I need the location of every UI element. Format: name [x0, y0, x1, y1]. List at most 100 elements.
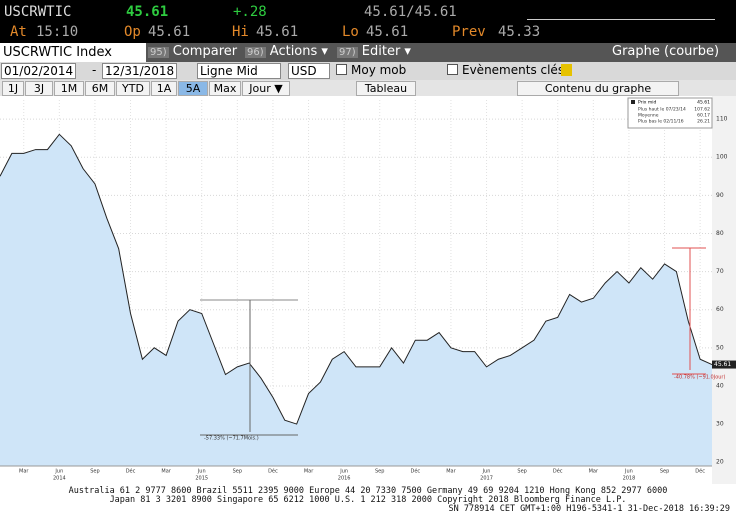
- y-tick-label: 50: [716, 344, 724, 351]
- y-tick-label: 40: [716, 382, 724, 389]
- checkbox[interactable]: [447, 64, 458, 75]
- year-label: 2015: [195, 476, 208, 482]
- value: 15:10: [36, 24, 79, 40]
- legend-label: Prix mid: [638, 100, 656, 106]
- footer-line: Japan 81 3 3201 8900 Singapore 65 6212 1…: [109, 495, 627, 505]
- footer-line: SN 778914 CET GMT+1:00 H196-5341-1 31-De…: [448, 504, 730, 514]
- label: At: [10, 24, 27, 40]
- label: Actions ▾: [269, 44, 328, 59]
- y-tick-label: 30: [716, 421, 724, 428]
- plot: [0, 100, 713, 466]
- year-label: 2016: [338, 476, 351, 482]
- range-button[interactable]: YTD: [116, 81, 150, 96]
- security[interactable]: USCRWTIC Index: [0, 43, 146, 62]
- x-tick-label: Sep: [660, 469, 669, 475]
- legend-value: 60.17: [697, 113, 710, 119]
- events: Evènements clés: [462, 63, 565, 77]
- range-button[interactable]: 1A: [151, 81, 177, 96]
- y-tick-label: 60: [716, 306, 724, 313]
- quote-bar: USCRWTIC 45.61 +.28 45.61/45.61 At 15:10…: [0, 0, 736, 43]
- ticker: USCRWTIC: [4, 4, 72, 20]
- x-tick-label: Jun: [624, 469, 633, 475]
- y-tick-label: 100: [716, 154, 728, 161]
- x-tick-label: Jun: [339, 469, 348, 475]
- year-label: 2014: [53, 476, 66, 482]
- table[interactable]: Tableau: [356, 81, 416, 96]
- footer-line: Australia 61 2 9777 8600 Brazil 5511 239…: [68, 486, 668, 496]
- y-tick-label: 80: [716, 230, 724, 237]
- end-date[interactable]: 12/31/2018: [102, 63, 178, 79]
- label: Hi: [232, 24, 249, 40]
- edit[interactable]: 97) Editer ▾: [337, 44, 411, 59]
- x-tick-label: Déc: [268, 468, 278, 475]
- x-tick-label: Mar: [446, 469, 456, 475]
- legend-value: 26.21: [697, 119, 710, 125]
- annotation: -57.33% (~71.7Mois.): [204, 436, 259, 442]
- value: 45.61: [256, 24, 299, 40]
- view: Graphe (courbe): [612, 44, 720, 59]
- key: 95): [148, 47, 169, 58]
- label: Prev: [452, 24, 486, 40]
- settings-bar: 01/02/2014 - 12/31/2018 Ligne Mid USD Mo…: [0, 62, 736, 80]
- label: Comparer: [172, 44, 238, 59]
- toolbar: Tableau Contenu du graphe Jour ▼ 1J 3J 1M 6…: [0, 80, 736, 96]
- x-tick-label: Déc: [553, 468, 563, 475]
- info-icon[interactable]: [561, 64, 572, 76]
- x-tick-label: Sep: [517, 469, 526, 475]
- range-button[interactable]: 5A: [178, 81, 208, 96]
- dash: -: [92, 63, 97, 77]
- range-button[interactable]: 3J: [25, 81, 53, 96]
- label: Op: [124, 24, 141, 40]
- style[interactable]: Ligne Mid: [197, 63, 281, 79]
- compare[interactable]: 95) Comparer: [148, 44, 237, 59]
- line: [0, 133, 713, 425]
- legend-label: Plus haut le 07/23/14: [638, 107, 686, 113]
- x-tick-label: Jun: [482, 469, 491, 475]
- checkbox[interactable]: [336, 64, 347, 75]
- legend-swatch: [631, 100, 635, 104]
- x-tick-label: Déc: [126, 468, 136, 475]
- x-tick-label: Jun: [54, 469, 63, 475]
- x-tick-label: Mar: [161, 469, 171, 475]
- rule: [527, 19, 715, 20]
- x-tick-label: Sep: [375, 469, 384, 475]
- value: 45.61: [148, 24, 191, 40]
- annotation: -40.78% (~91.0Jour): [674, 375, 725, 381]
- last: 45.61: [126, 4, 169, 20]
- y-tick-label: 110: [716, 116, 728, 123]
- x-tick-label: Mar: [304, 469, 314, 475]
- x-tick-label: Déc: [695, 468, 705, 475]
- x-tick-label: Jun: [197, 469, 206, 475]
- legend-value: 107.62: [694, 107, 710, 113]
- legend: [627, 97, 713, 129]
- period[interactable]: Jour ▼: [242, 81, 290, 96]
- x-tick-label: Mar: [19, 469, 29, 475]
- axis-panel: [712, 96, 736, 484]
- label: Lo: [342, 24, 359, 40]
- value: 45.61: [366, 24, 409, 40]
- last-price-box: [712, 360, 736, 369]
- range-button[interactable]: Max: [209, 81, 241, 96]
- change: +.28: [233, 4, 267, 20]
- legend-value: 45.61: [697, 100, 710, 106]
- chart: -57.33% (~71.7Mois.) -40.78% (~91.0Jour)…: [0, 96, 736, 484]
- area: [0, 134, 712, 466]
- currency[interactable]: USD: [288, 63, 330, 79]
- y-tick-label: 90: [716, 192, 724, 199]
- range-button[interactable]: 1J: [2, 81, 24, 96]
- key: 97): [337, 47, 358, 58]
- key: 96): [245, 47, 266, 58]
- legend-label: Plus bas le 02/11/16: [638, 119, 684, 125]
- year-label: 2017: [480, 476, 493, 482]
- start-date[interactable]: 01/02/2014: [1, 63, 77, 79]
- year-label: 2018: [623, 476, 636, 482]
- content[interactable]: Contenu du graphe: [517, 81, 679, 96]
- actions[interactable]: 96) Actions ▾: [245, 44, 328, 59]
- range-button[interactable]: 1M: [54, 81, 84, 96]
- range-button[interactable]: 6M: [85, 81, 115, 96]
- x-tick-label: Sep: [90, 469, 99, 475]
- y-tick-label: 20: [716, 459, 724, 466]
- x-tick-label: Mar: [589, 469, 599, 475]
- moving-avg: Moy mob: [351, 63, 407, 77]
